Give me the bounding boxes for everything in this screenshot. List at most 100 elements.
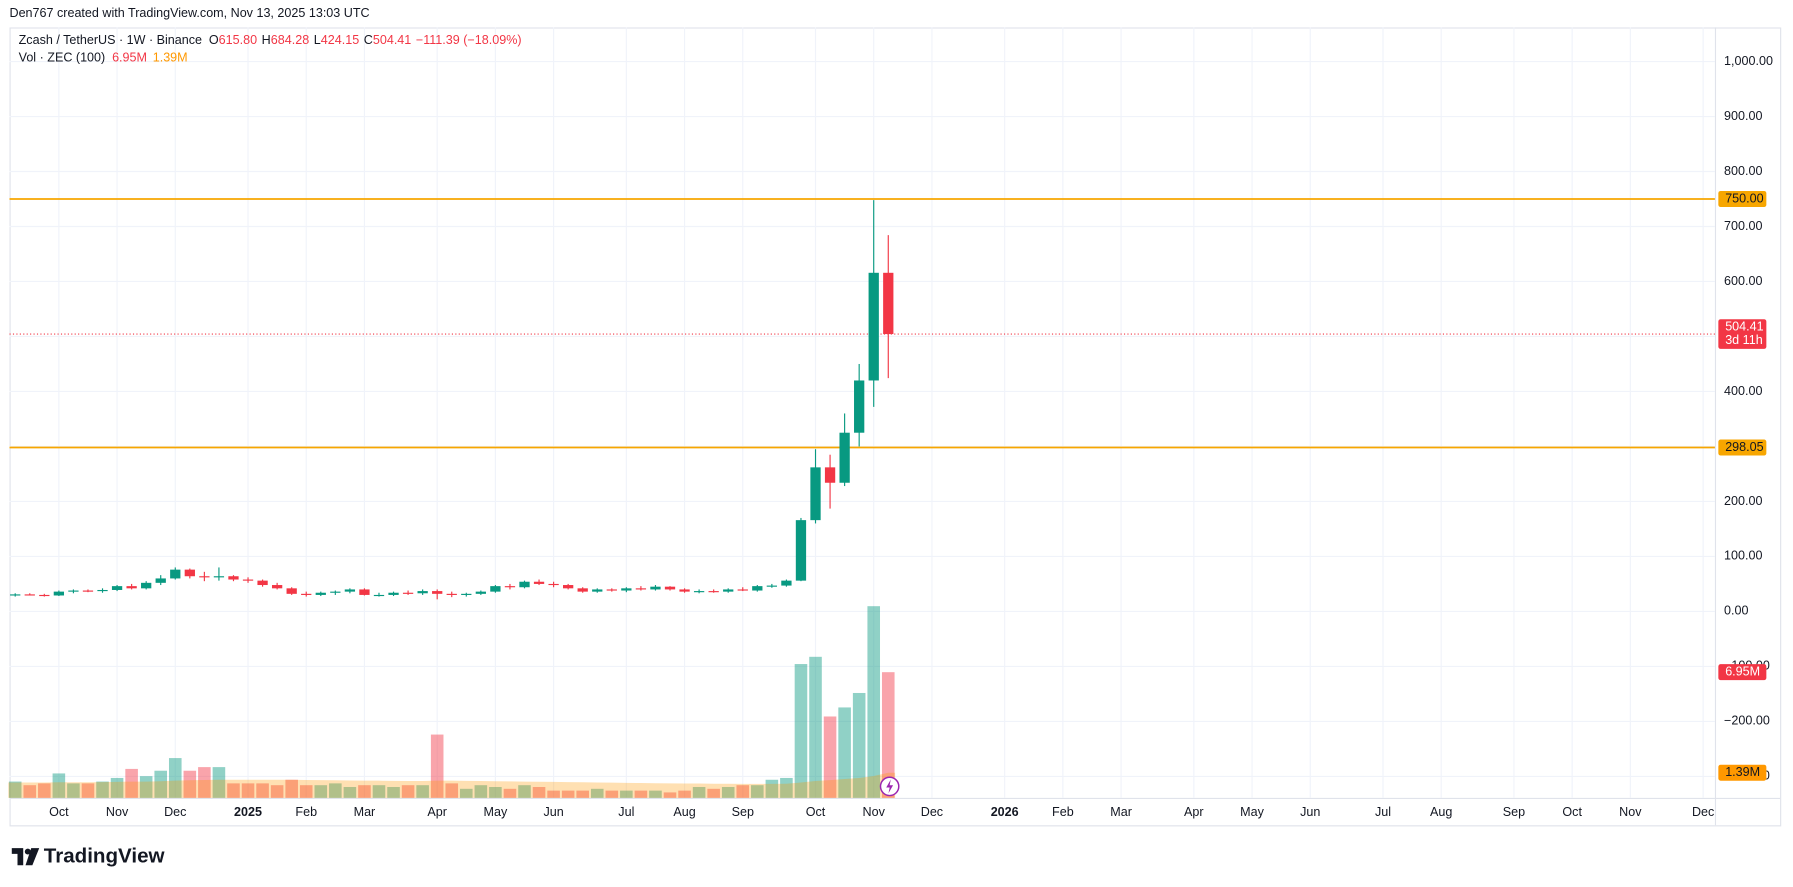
- candle-body: [693, 591, 705, 593]
- ohlc-value: 424.15: [321, 33, 359, 47]
- last-price-label: 504.41: [1725, 320, 1763, 334]
- candle-body: [359, 589, 370, 595]
- candle-body: [111, 586, 123, 590]
- volume-bar: [227, 783, 240, 798]
- volume-bar: [663, 792, 677, 798]
- volume-bar: [751, 785, 764, 798]
- candle-body: [24, 594, 35, 596]
- volume-ma-value: 1.39M: [153, 51, 188, 65]
- candle-body: [606, 589, 617, 591]
- volume-bar: [503, 788, 517, 798]
- volume-bar: [96, 781, 109, 798]
- candle-body: [781, 580, 792, 586]
- ohlc-value: 504.41: [373, 33, 411, 47]
- candle-body: [417, 591, 428, 594]
- candle-body: [737, 589, 748, 591]
- candle-body: [563, 585, 574, 589]
- volume-bar: [721, 786, 735, 798]
- candle-body: [795, 520, 807, 581]
- volume-value: 6.95M: [112, 51, 147, 65]
- volume-bar: [634, 790, 648, 798]
- volume-bar: [547, 790, 560, 798]
- x-tick-label: Nov: [106, 805, 129, 819]
- candle-body: [824, 467, 836, 483]
- volume-bar: [23, 785, 37, 798]
- x-tick-label: Jun: [1300, 805, 1320, 819]
- volume-bar: [445, 783, 459, 798]
- candle-body: [490, 586, 501, 592]
- candle-body: [883, 272, 894, 335]
- candle-body: [650, 586, 661, 590]
- volume-bar: [212, 767, 226, 798]
- volume-bar: [780, 777, 793, 798]
- volume-bar: [474, 785, 488, 798]
- x-tick-label: Apr: [427, 805, 447, 819]
- y-tick-label: 400.00: [1724, 384, 1762, 398]
- y-tick-label: 1,000.00: [1724, 54, 1773, 68]
- candle-body: [213, 576, 225, 578]
- volume-bar: [81, 783, 95, 798]
- candle-body: [577, 588, 588, 592]
- volume-bar: [168, 758, 182, 798]
- y-tick-label: −200.00: [1724, 714, 1770, 728]
- volume-legend: Vol · ZEC (100) 6.95M 1.39M: [19, 51, 188, 65]
- x-tick-label: Jun: [543, 805, 563, 819]
- x-tick-label: Sep: [1503, 805, 1525, 819]
- event-icon-bolt: [886, 779, 894, 794]
- volume-bar: [532, 786, 546, 798]
- volume-bar: [125, 768, 138, 798]
- volume-bar: [285, 779, 298, 798]
- last-price-label: 3d 11h: [1725, 333, 1763, 347]
- x-tick-label: Dec: [1692, 805, 1714, 819]
- candle-body: [388, 592, 399, 595]
- x-tick-label: Dec: [164, 805, 186, 819]
- volume-bar: [707, 788, 720, 798]
- volume-bar: [823, 716, 837, 798]
- level-label: 750.00: [1725, 191, 1763, 205]
- level-label-box: [1718, 439, 1767, 456]
- x-tick-label: 2026: [991, 805, 1019, 819]
- volume-bar: [67, 783, 80, 798]
- candle-body: [854, 380, 865, 433]
- x-tick-label: Feb: [1052, 805, 1074, 819]
- volume-ma-area: [8, 772, 896, 798]
- ohlc-key: L: [314, 33, 321, 47]
- candle-body: [621, 588, 632, 591]
- candle-body: [199, 576, 210, 578]
- x-tick-label: Oct: [1562, 805, 1582, 819]
- ohlc-value: 615.80: [219, 33, 257, 47]
- last-price-label-box: [1718, 319, 1767, 349]
- volume-bar: [52, 773, 66, 798]
- candle-body: [344, 589, 356, 592]
- volume-bar: [838, 707, 851, 798]
- volume-bar: [692, 786, 706, 798]
- brand-logo: [11, 848, 40, 866]
- volume-bar: [605, 790, 619, 798]
- volume-bar: [299, 785, 313, 798]
- volume-bar: [678, 790, 691, 798]
- y-tick-label: 100.00: [1724, 549, 1762, 563]
- volume-bar: [809, 656, 822, 798]
- volume-bar: [620, 790, 633, 798]
- symbol-title: Zcash / TetherUS · 1W · Binance: [19, 33, 202, 47]
- logo-mark: [11, 848, 24, 866]
- x-tick-label: May: [1240, 805, 1264, 819]
- x-tick-label: Oct: [806, 805, 826, 819]
- candle-body: [592, 589, 603, 592]
- ohlc-key: H: [262, 33, 271, 47]
- candle-body: [548, 583, 559, 586]
- candle-body: [301, 593, 312, 595]
- candle-body: [810, 467, 821, 521]
- candle-body: [475, 591, 486, 594]
- ohlc-key: O: [209, 33, 219, 47]
- x-tick-label: Dec: [921, 805, 943, 819]
- volume-bar: [867, 606, 881, 798]
- y-tick-label: 200.00: [1724, 494, 1762, 508]
- volume-bar: [343, 786, 357, 798]
- x-tick-label: Sep: [732, 805, 754, 819]
- volume-bar: [794, 664, 808, 798]
- x-tick-label: Nov: [1619, 805, 1642, 819]
- volume-bar: [489, 786, 502, 798]
- candle-body: [664, 586, 676, 590]
